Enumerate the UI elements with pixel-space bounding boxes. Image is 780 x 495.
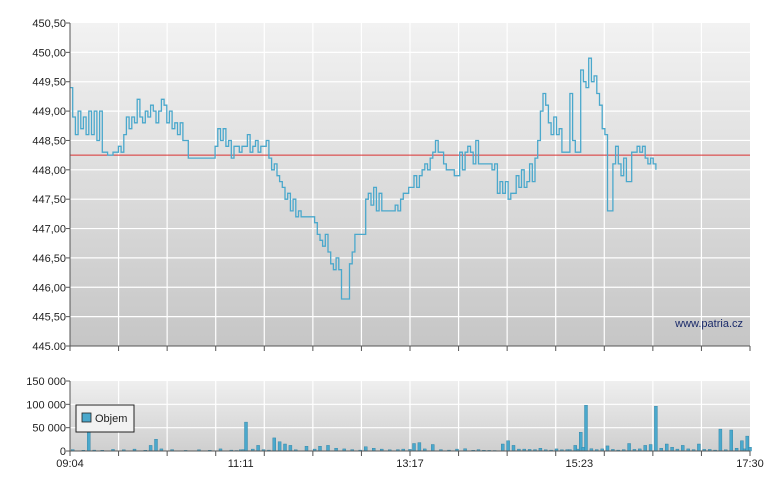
- volume-bar: [584, 405, 588, 452]
- price-y-tick-label: 447,50: [32, 194, 66, 206]
- volume-bar: [511, 445, 516, 452]
- volume-y-tick-label: 150 000: [26, 376, 66, 388]
- volume-x-axis: 09:04 11:11 13:17 15:23 17:30: [56, 451, 764, 470]
- volume-x-tick-label: 11:11: [228, 458, 254, 470]
- volume-bars: [70, 405, 752, 452]
- price-y-tick-label: 450,00: [32, 47, 66, 59]
- volume-bar: [670, 447, 674, 452]
- volume-y-axis: 150 000 100 000 50 000 0: [26, 376, 70, 458]
- watermark-text: www.patria.cz: [674, 318, 743, 330]
- legend-label: Objem: [95, 413, 127, 425]
- price-y-tick-label: 449,50: [32, 77, 66, 89]
- volume-bar: [748, 447, 752, 452]
- volume-bar: [288, 445, 293, 452]
- volume-bar: [643, 445, 647, 452]
- volume-bar: [272, 437, 276, 452]
- volume-bar: [654, 406, 658, 452]
- volume-bar: [697, 443, 701, 452]
- price-y-tick-label: 449,00: [32, 106, 66, 118]
- price-series-line: [70, 57, 657, 300]
- volume-bar: [326, 445, 330, 452]
- volume-y-tick-label: 0: [60, 446, 66, 458]
- price-y-tick-label: 450,50: [32, 18, 66, 30]
- price-y-axis: 450,50 450,00 449,50 449,00 448,50 448,00 447,…: [32, 18, 70, 353]
- volume-bar: [501, 443, 505, 452]
- volume-bar: [431, 444, 435, 452]
- volume-bar: [605, 445, 610, 452]
- volume-bar: [364, 446, 368, 452]
- volume-grid: [70, 381, 750, 451]
- price-y-tick-label: 445.00: [32, 341, 66, 353]
- volume-bar: [627, 443, 631, 452]
- price-grid: [70, 23, 750, 346]
- price-y-tick-label: 447,00: [32, 224, 66, 236]
- price-y-tick-label: 448,00: [32, 165, 66, 177]
- volume-bar: [665, 443, 669, 452]
- volume-bar: [256, 445, 260, 452]
- price-panel: 450,50 450,00 449,50 449,00 448,50 448,00 447,…: [32, 18, 751, 353]
- price-y-tick-label: 446,50: [32, 253, 66, 265]
- volume-legend: Objem: [75, 404, 135, 433]
- volume-bar: [681, 445, 685, 452]
- volume-x-tick-label: 17:30: [736, 458, 764, 470]
- volume-bar: [417, 442, 422, 452]
- volume-y-tick-label: 100 000: [26, 399, 66, 411]
- volume-y-tick-label: 50 000: [32, 423, 66, 435]
- volume-bar: [283, 443, 287, 452]
- volume-bar: [154, 439, 158, 452]
- volume-bar: [318, 446, 322, 452]
- volume-bar: [304, 446, 309, 452]
- volume-bar: [412, 443, 416, 452]
- volume-x-tick-label: 13:17: [396, 458, 424, 470]
- volume-bar: [729, 429, 733, 452]
- volume-panel: 150 000 100 000 50 000 0 09:04 11:11 13:17 15:…: [26, 376, 764, 470]
- volume-x-tick-label: 15:23: [566, 458, 594, 470]
- volume-bar: [718, 428, 723, 452]
- price-y-tick-label: 446,00: [32, 282, 66, 294]
- legend-swatch: [81, 412, 92, 423]
- volume-bar: [148, 445, 153, 452]
- volume-x-tick-label: 09:04: [56, 458, 84, 470]
- price-y-tick-label: 448,50: [32, 135, 66, 147]
- price-x-axis-ticks: [69, 346, 751, 351]
- volume-bar: [506, 440, 510, 452]
- volume-bar: [277, 441, 282, 452]
- volume-bar: [648, 444, 653, 452]
- volume-bar: [244, 421, 248, 452]
- price-y-tick-label: 445,50: [32, 312, 66, 324]
